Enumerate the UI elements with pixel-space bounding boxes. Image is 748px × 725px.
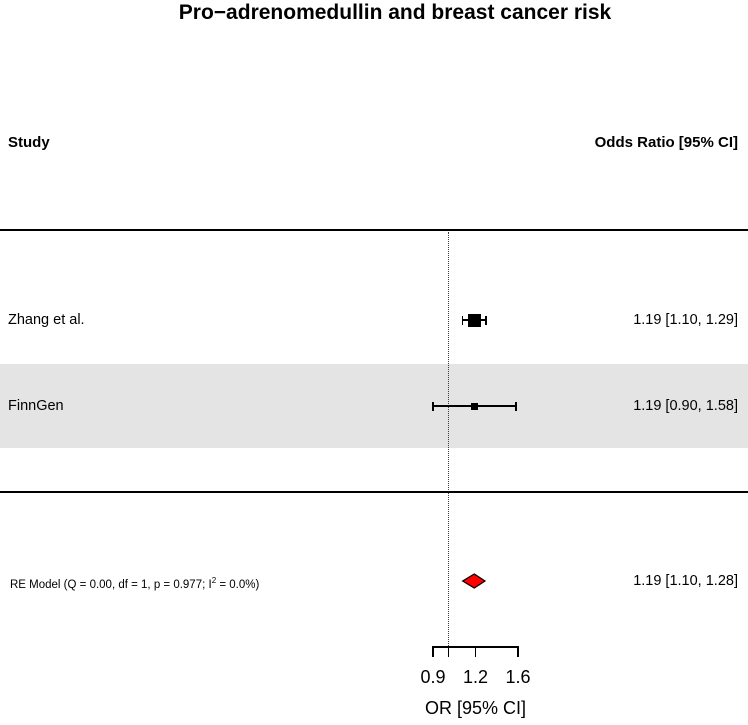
- column-header-study: Study: [8, 134, 50, 151]
- x-axis-tick-label: 1.2: [462, 667, 489, 687]
- x-axis-tick: [517, 646, 519, 657]
- study-or-value: 1.19 [0.90, 1.58]: [633, 398, 738, 414]
- summary-separator-line: [0, 491, 748, 493]
- x-axis-tick: [447, 646, 450, 657]
- point-estimate-square: [470, 402, 478, 410]
- ci-cap-left: [461, 315, 464, 325]
- ci-cap-right: [485, 315, 487, 325]
- study-label: Zhang et al.: [8, 312, 85, 328]
- row-shade-band: [0, 364, 748, 448]
- re-model-label: RE Model (Q = 0.00, df = 1, p = 0.977; I…: [10, 574, 259, 592]
- x-axis-tick: [432, 646, 434, 657]
- point-estimate-square: [467, 313, 481, 327]
- ci-cap-right: [515, 401, 517, 411]
- re-model-label-text: RE Model (Q = 0.00, df = 1, p = 0.977; I: [10, 578, 212, 591]
- column-header-odds-ratio: Odds Ratio [95% CI]: [594, 134, 738, 151]
- top-separator-line: [0, 229, 748, 231]
- summary-or-value: 1.19 [1.10, 1.28]: [633, 573, 738, 589]
- x-axis-title: OR [95% CI]: [424, 698, 527, 718]
- plot-title: Pro−adrenomedullin and breast cancer ris…: [178, 1, 612, 24]
- x-axis-tick: [474, 646, 477, 657]
- re-model-label-sup: 2: [211, 576, 217, 585]
- study-or-value: 1.19 [1.10, 1.29]: [633, 312, 738, 328]
- reference-line: [447, 232, 449, 646]
- x-axis-tick-label: 1.6: [505, 667, 531, 687]
- study-label: FinnGen: [8, 398, 64, 414]
- ci-cap-left: [432, 401, 434, 411]
- x-axis-tick-label: 0.9: [420, 667, 446, 687]
- re-model-label-end: = 0.0%): [216, 578, 260, 591]
